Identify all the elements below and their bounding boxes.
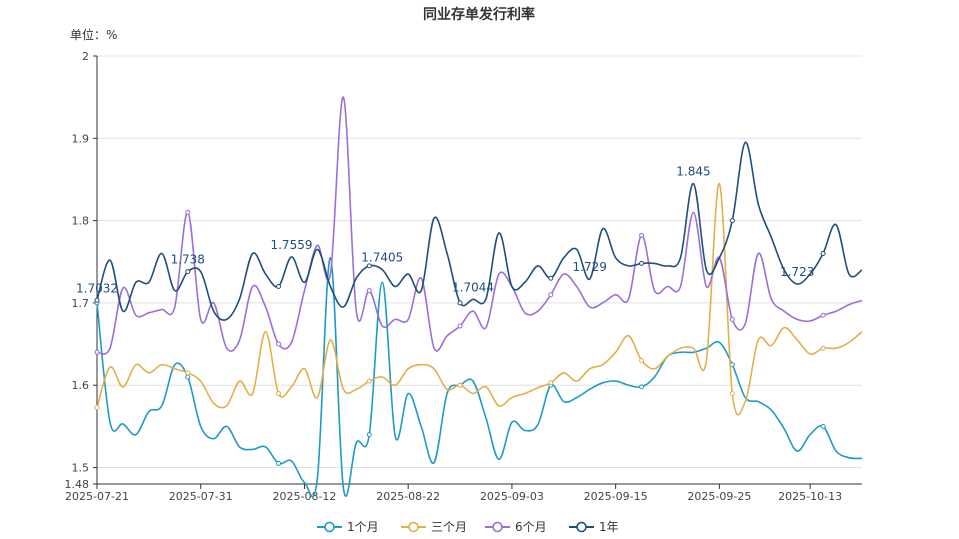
data-point bbox=[548, 380, 554, 386]
data-point bbox=[639, 358, 645, 364]
legend-item-3[interactable]: 1年 bbox=[569, 520, 619, 534]
data-point bbox=[639, 232, 645, 238]
series-line-0 bbox=[96, 256, 863, 498]
axes: 1.48 1.5 1.6 1.7 1.8 1.9 2 2025-07-21 2025-07-31… bbox=[65, 50, 862, 503]
data-point bbox=[548, 275, 554, 281]
legend-label: 1年 bbox=[599, 520, 619, 534]
legend-item-1[interactable]: 三个月 bbox=[401, 520, 467, 534]
x-tick-label: 2025-09-15 bbox=[584, 490, 648, 503]
y-tick-label: 1.6 bbox=[72, 379, 90, 392]
y-tick-label: 1.9 bbox=[72, 132, 90, 145]
data-point bbox=[457, 300, 463, 306]
legend[interactable]: 1个月 三个月 6个月 1年 bbox=[317, 520, 619, 534]
legend-marker-icon bbox=[408, 521, 419, 533]
value-labels: 1.7032 1.738 1.7559 1.7405 1.7044 1.729 1.845 1… bbox=[76, 165, 814, 296]
series-line-3 bbox=[96, 141, 863, 321]
data-point bbox=[729, 390, 735, 396]
data-point bbox=[185, 374, 191, 380]
data-point bbox=[820, 312, 826, 318]
series-line-2 bbox=[96, 96, 863, 355]
data-point bbox=[729, 316, 735, 322]
legend-label: 6个月 bbox=[515, 520, 547, 534]
x-tick-label: 2025-09-03 bbox=[480, 490, 544, 503]
gridlines bbox=[97, 55, 862, 469]
data-label: 1.7044 bbox=[452, 280, 494, 294]
x-tick-label: 2025-07-31 bbox=[169, 490, 233, 503]
y-tick-label: 1.48 bbox=[65, 478, 90, 491]
data-label: 1.7559 bbox=[270, 238, 312, 252]
data-point bbox=[94, 349, 100, 355]
data-point bbox=[276, 390, 282, 396]
legend-label: 三个月 bbox=[431, 520, 467, 534]
unit-label: 单位：% bbox=[70, 27, 117, 42]
data-point bbox=[94, 404, 100, 410]
x-tick-label: 2025-08-22 bbox=[376, 490, 440, 503]
y-tick-label: 1.8 bbox=[72, 215, 90, 228]
x-tick-label: 2025-08-12 bbox=[272, 490, 336, 503]
series-lines bbox=[94, 96, 863, 498]
data-point bbox=[185, 370, 191, 376]
data-point bbox=[457, 323, 463, 329]
data-point bbox=[729, 218, 735, 224]
data-point bbox=[366, 288, 372, 294]
data-point bbox=[366, 378, 372, 384]
data-point bbox=[457, 382, 463, 388]
y-tick-label: 1.7 bbox=[72, 297, 90, 310]
data-point bbox=[276, 341, 282, 347]
y-tick-label: 1.5 bbox=[72, 462, 90, 475]
legend-marker-icon bbox=[576, 521, 587, 533]
y-tick-label: 2 bbox=[82, 50, 89, 63]
data-point bbox=[276, 283, 282, 289]
data-point bbox=[94, 297, 100, 303]
data-point bbox=[820, 345, 826, 351]
data-label: 1.845 bbox=[676, 165, 710, 179]
chart-title: 同业存单发行利率 bbox=[423, 6, 535, 23]
legend-item-0[interactable]: 1个月 bbox=[317, 520, 379, 534]
data-label: 1.7032 bbox=[76, 281, 118, 295]
data-point bbox=[366, 432, 372, 438]
data-label: 1.729 bbox=[573, 260, 607, 274]
data-point bbox=[639, 384, 645, 390]
data-label: 1.723 bbox=[780, 265, 814, 279]
legend-marker-icon bbox=[324, 521, 335, 533]
data-point bbox=[366, 263, 372, 269]
data-point bbox=[548, 292, 554, 298]
data-point bbox=[185, 269, 191, 275]
data-point bbox=[185, 209, 191, 215]
data-point bbox=[820, 251, 826, 257]
data-label: 1.7405 bbox=[361, 251, 403, 265]
series-line-1 bbox=[96, 182, 863, 416]
x-tick-label: 2025-10-13 bbox=[778, 490, 842, 503]
data-point bbox=[820, 423, 826, 429]
data-label: 1.738 bbox=[171, 253, 205, 267]
x-tick-label: 2025-09-25 bbox=[687, 490, 751, 503]
legend-label: 1个月 bbox=[347, 520, 379, 534]
data-point bbox=[639, 260, 645, 266]
legend-marker-icon bbox=[492, 521, 503, 533]
data-point bbox=[276, 460, 282, 466]
legend-item-2[interactable]: 6个月 bbox=[485, 520, 547, 534]
x-tick-label: 2025-07-21 bbox=[65, 490, 129, 503]
